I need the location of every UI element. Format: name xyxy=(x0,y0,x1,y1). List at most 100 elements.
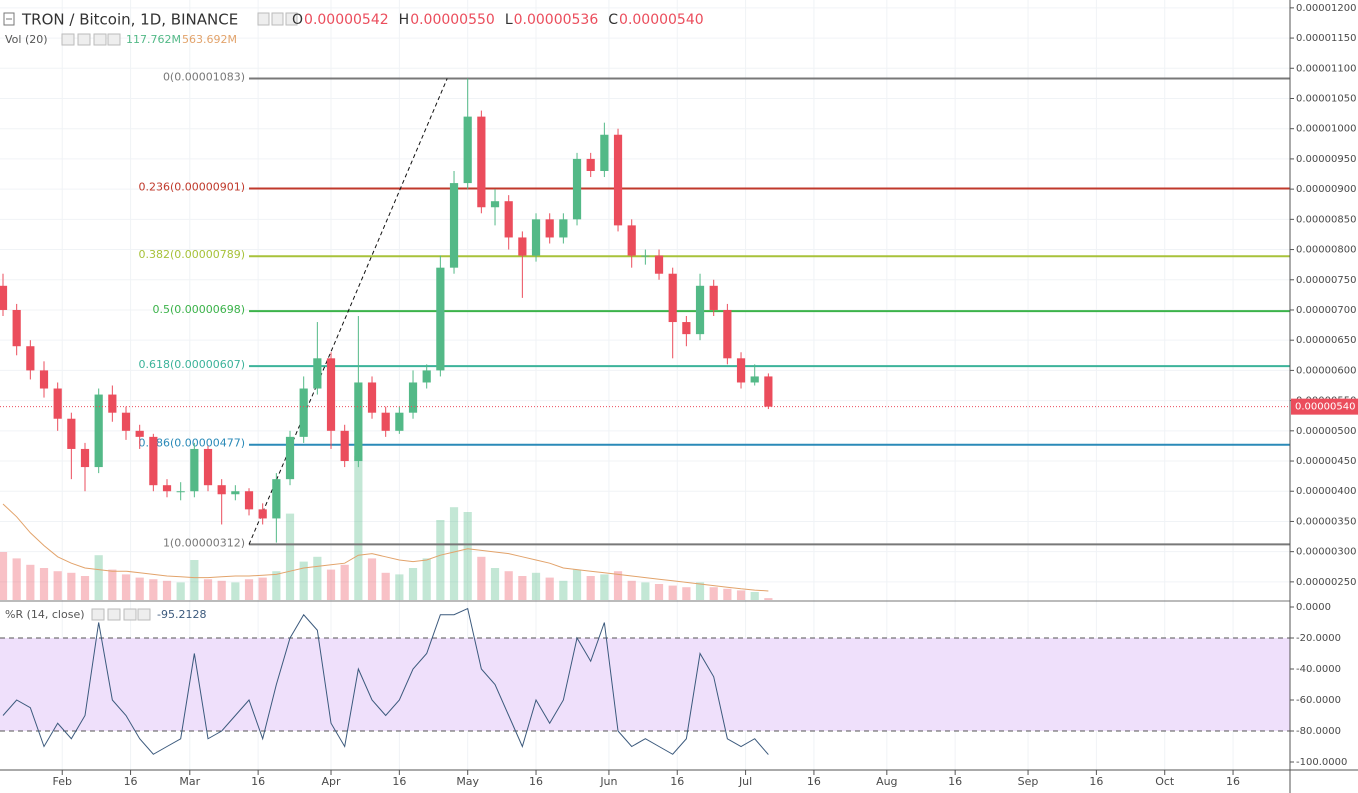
candle-body xyxy=(490,201,500,208)
y-tick-label: 0.00001150 xyxy=(1296,33,1356,44)
volume-bar xyxy=(518,576,527,600)
button[interactable] xyxy=(91,608,105,621)
candle-body xyxy=(531,219,541,256)
volume-bar xyxy=(258,577,267,600)
volume-bar xyxy=(299,561,308,600)
volume-bar xyxy=(80,576,90,600)
volume-bar xyxy=(764,598,773,600)
indicator-tick-label: 0.0000 xyxy=(1296,602,1331,613)
y-tick-label: 0.00000300 xyxy=(1296,547,1356,558)
ohlc-key: L xyxy=(505,12,513,28)
candle-body xyxy=(422,370,431,383)
last-price-label: 0.00000540 xyxy=(1295,402,1355,413)
indicator-band xyxy=(0,638,1290,731)
volume-bar xyxy=(26,564,35,600)
candle-body xyxy=(12,309,21,347)
button[interactable] xyxy=(137,608,151,621)
x-tick-label: 16 xyxy=(529,775,543,788)
candle-body xyxy=(39,370,49,389)
button[interactable] xyxy=(107,33,121,46)
volume-bar xyxy=(449,507,459,600)
candle-body xyxy=(285,436,295,480)
button[interactable] xyxy=(77,33,91,46)
volume-bar xyxy=(668,585,677,600)
volume-bar xyxy=(586,576,595,600)
candle-body xyxy=(108,394,117,413)
volume-bar xyxy=(162,580,172,600)
volume-bar xyxy=(736,590,746,600)
x-tick-label: 16 xyxy=(670,775,684,788)
volume-bar xyxy=(272,571,281,600)
button[interactable] xyxy=(93,33,107,46)
volume-buttons xyxy=(61,33,121,46)
volume-bar xyxy=(559,580,568,600)
y-tick-label: 0.00000800 xyxy=(1296,245,1356,256)
x-tick-label: Apr xyxy=(322,775,342,788)
candle-body xyxy=(586,158,595,171)
x-tick-label: Jun xyxy=(599,775,617,788)
x-tick-label: Jul xyxy=(738,775,752,788)
volume-bar xyxy=(313,556,322,600)
volume-bar xyxy=(422,558,431,600)
volume-bar xyxy=(135,577,144,600)
button[interactable] xyxy=(107,608,121,621)
volume-bar xyxy=(94,555,103,600)
volume-bar xyxy=(367,558,377,600)
volume-ma-value: 563.692M xyxy=(182,33,237,46)
indicator-tick-label: -40.0000 xyxy=(1296,664,1341,675)
candle-body xyxy=(518,237,527,256)
volume-bar xyxy=(176,582,185,600)
volume-bar xyxy=(627,580,636,600)
candle-body xyxy=(668,273,677,323)
button[interactable] xyxy=(123,608,137,621)
header-button[interactable] xyxy=(257,12,270,26)
x-tick-label: May xyxy=(456,775,479,788)
x-tick-label: Aug xyxy=(876,775,897,788)
volume-bar xyxy=(641,582,650,600)
volume-bar xyxy=(654,584,664,600)
candle-body xyxy=(272,479,281,519)
volume-bar xyxy=(217,580,226,600)
candle-body xyxy=(26,346,35,371)
fib-label: 0.786(0.00000477) xyxy=(138,437,245,450)
candle-body xyxy=(67,418,76,449)
y-tick-label: 0.00001000 xyxy=(1296,124,1356,135)
collapse-icon[interactable] xyxy=(3,12,15,26)
volume-bar xyxy=(39,568,49,600)
candle-body xyxy=(408,382,418,413)
volume-bar xyxy=(490,568,500,600)
candle-body xyxy=(354,382,363,462)
williams-r-line xyxy=(2,607,769,755)
volume-bar xyxy=(709,587,718,600)
ohlc-value: 0.00000550 xyxy=(410,12,495,28)
y-tick-label: 0.00000600 xyxy=(1296,365,1356,376)
candle-body xyxy=(559,219,568,238)
header-button[interactable] xyxy=(271,12,284,26)
x-tick-label: 16 xyxy=(948,775,962,788)
fib-label: 0.382(0.00000789) xyxy=(138,248,245,261)
fib-label: 0.5(0.00000698) xyxy=(152,303,245,316)
candle-body xyxy=(176,491,185,493)
volume-bar xyxy=(67,572,76,600)
fib-label: 0.236(0.00000901) xyxy=(138,181,245,194)
candle-body xyxy=(231,491,240,495)
candle-body xyxy=(600,134,609,171)
indicator-tick-label: -80.0000 xyxy=(1296,726,1341,737)
candle-body xyxy=(736,358,746,383)
button[interactable] xyxy=(61,33,75,46)
ohlc-header: O 0.00000542 H 0.00000550 L 0.00000536 C 0.0000… xyxy=(257,12,704,28)
candle-body xyxy=(313,358,322,389)
plot: 0(0.00001083) 0.236(0.00000901) 0.382(0.00… xyxy=(0,71,1290,755)
y-tick-label: 0.00000450 xyxy=(1296,456,1356,467)
ohlc-key: H xyxy=(399,12,410,28)
volume-bar xyxy=(463,512,472,600)
volume-bar xyxy=(504,571,513,600)
candle-body xyxy=(764,376,773,407)
volume-bar xyxy=(12,558,21,600)
candle-body xyxy=(395,412,404,431)
candle-body xyxy=(449,183,459,268)
candle-body xyxy=(682,322,691,335)
candle-body xyxy=(162,485,172,492)
header-button[interactable] xyxy=(285,12,298,26)
candle-body xyxy=(203,448,213,486)
